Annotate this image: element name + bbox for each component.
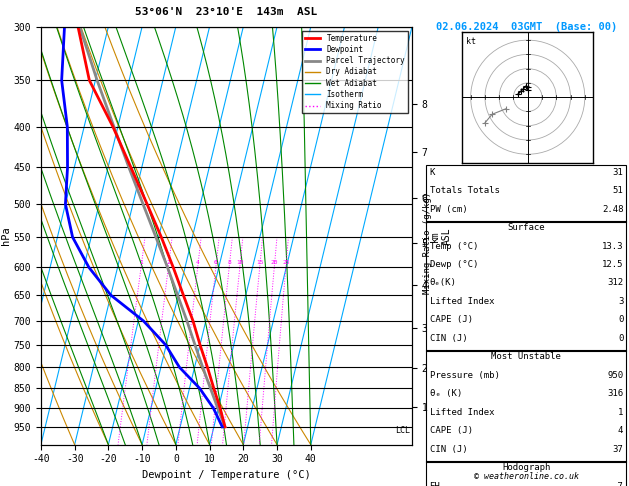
Text: kt: kt	[466, 37, 476, 46]
Text: 8: 8	[227, 260, 231, 265]
Text: Pressure (mb): Pressure (mb)	[430, 371, 499, 380]
Text: 25: 25	[282, 260, 289, 265]
Text: Most Unstable: Most Unstable	[491, 352, 561, 362]
Text: 13.3: 13.3	[602, 242, 623, 251]
Text: 0: 0	[618, 334, 623, 343]
Text: 316: 316	[607, 389, 623, 399]
Text: CIN (J): CIN (J)	[430, 334, 467, 343]
Text: 02.06.2024  03GMT  (Base: 00): 02.06.2024 03GMT (Base: 00)	[435, 22, 617, 32]
Text: 312: 312	[607, 278, 623, 288]
Text: LCL: LCL	[395, 426, 410, 435]
Text: K: K	[430, 168, 435, 177]
Text: Dewp (°C): Dewp (°C)	[430, 260, 478, 269]
Text: 12.5: 12.5	[602, 260, 623, 269]
Text: 4: 4	[196, 260, 199, 265]
X-axis label: Dewpoint / Temperature (°C): Dewpoint / Temperature (°C)	[142, 470, 311, 480]
Text: PW (cm): PW (cm)	[430, 205, 467, 214]
Text: -7: -7	[613, 482, 623, 486]
Text: 2: 2	[167, 260, 170, 265]
Text: 37: 37	[613, 445, 623, 454]
Text: Surface: Surface	[508, 223, 545, 232]
Text: 31: 31	[613, 168, 623, 177]
Text: 51: 51	[613, 186, 623, 195]
Text: 6: 6	[214, 260, 218, 265]
Text: θₑ(K): θₑ(K)	[430, 278, 457, 288]
Text: Totals Totals: Totals Totals	[430, 186, 499, 195]
Text: © weatheronline.co.uk: © weatheronline.co.uk	[474, 472, 579, 481]
Text: 15: 15	[256, 260, 264, 265]
Text: CAPE (J): CAPE (J)	[430, 315, 472, 325]
Y-axis label: hPa: hPa	[1, 226, 11, 245]
Text: 950: 950	[607, 371, 623, 380]
Text: 10: 10	[236, 260, 243, 265]
Text: EH: EH	[430, 482, 440, 486]
Text: 4: 4	[618, 426, 623, 435]
Text: θₑ (K): θₑ (K)	[430, 389, 462, 399]
Text: 53°06'N  23°10'E  143m  ASL: 53°06'N 23°10'E 143m ASL	[135, 7, 318, 17]
Legend: Temperature, Dewpoint, Parcel Trajectory, Dry Adiabat, Wet Adiabat, Isotherm, Mi: Temperature, Dewpoint, Parcel Trajectory…	[302, 31, 408, 113]
Text: Lifted Index: Lifted Index	[430, 408, 494, 417]
Text: Mixing Ratio (g/kg): Mixing Ratio (g/kg)	[423, 192, 431, 294]
Text: CAPE (J): CAPE (J)	[430, 426, 472, 435]
Text: 1: 1	[139, 260, 143, 265]
Text: 3: 3	[618, 297, 623, 306]
Text: 0: 0	[618, 315, 623, 325]
Text: Lifted Index: Lifted Index	[430, 297, 494, 306]
Text: Hodograph: Hodograph	[502, 463, 550, 472]
Y-axis label: km
ASL: km ASL	[430, 227, 452, 244]
Text: 2.48: 2.48	[602, 205, 623, 214]
Text: CIN (J): CIN (J)	[430, 445, 467, 454]
Text: 1: 1	[618, 408, 623, 417]
Text: Temp (°C): Temp (°C)	[430, 242, 478, 251]
Text: 20: 20	[270, 260, 278, 265]
